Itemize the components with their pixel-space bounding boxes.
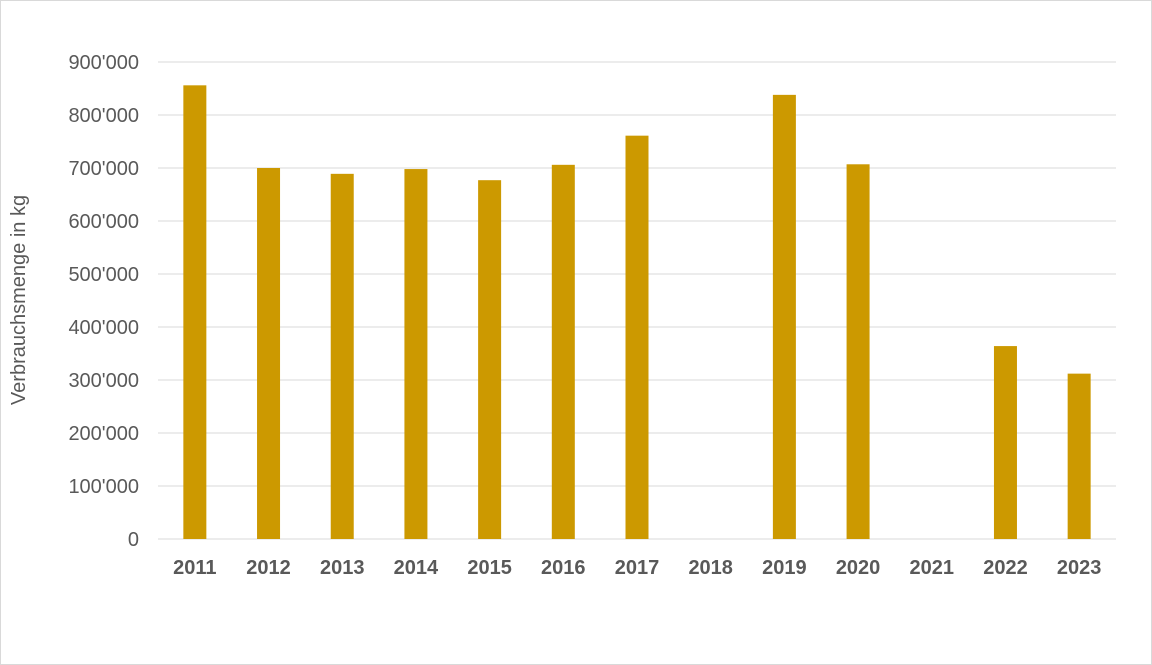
x-tick-label: 2015 bbox=[467, 557, 512, 579]
y-tick-label: 700'000 bbox=[68, 158, 139, 180]
bar-2016 bbox=[551, 164, 575, 539]
x-tick-labels: 2011 2012 2013 2014 2015 2016 2017 2018 2019 2020… bbox=[173, 557, 1101, 579]
y-tick-label: 800'000 bbox=[68, 105, 139, 127]
y-tick-label: 600'000 bbox=[68, 211, 139, 233]
x-tick-label: 2013 bbox=[320, 557, 365, 579]
y-tick-label: 400'000 bbox=[68, 317, 139, 339]
y-tick-label: 200'000 bbox=[68, 423, 139, 445]
bar-2012 bbox=[257, 168, 281, 539]
x-tick-label: 2017 bbox=[615, 557, 660, 579]
bar-2014 bbox=[404, 169, 428, 539]
y-tick-label: 0 bbox=[128, 529, 139, 551]
x-tick-label: 2019 bbox=[762, 557, 807, 579]
x-tick-label: 2018 bbox=[688, 557, 733, 579]
x-tick-label: 2020 bbox=[836, 557, 881, 579]
bar-2020 bbox=[846, 164, 870, 540]
x-tick-label: 2012 bbox=[246, 557, 291, 579]
y-tick-label: 500'000 bbox=[68, 264, 139, 286]
gridlines bbox=[158, 61, 1116, 540]
bar-2019 bbox=[772, 94, 796, 540]
y-tick-label: 900'000 bbox=[68, 52, 139, 74]
y-tick-label: 100'000 bbox=[68, 476, 139, 498]
x-tick-label: 2023 bbox=[1057, 557, 1102, 579]
x-tick-label: 2021 bbox=[910, 557, 955, 579]
y-tick-labels: 0 100'000 200'000 300'000 400'000 500'000 600'… bbox=[68, 52, 139, 551]
bar-2011 bbox=[183, 85, 207, 539]
bar-2023 bbox=[1067, 373, 1091, 539]
x-tick-label: 2022 bbox=[983, 557, 1028, 579]
bar-2022 bbox=[993, 346, 1017, 539]
bars bbox=[183, 85, 1091, 540]
x-tick-label: 2014 bbox=[394, 557, 439, 579]
bar-2015 bbox=[478, 180, 502, 539]
bar-2017 bbox=[625, 135, 649, 540]
x-tick-label: 2011 bbox=[173, 557, 216, 579]
y-tick-label: 300'000 bbox=[68, 370, 139, 392]
y-axis-label: Verbrauchsmenge in kg bbox=[8, 195, 30, 405]
x-tick-label: 2016 bbox=[541, 557, 586, 579]
bar-2013 bbox=[330, 173, 354, 539]
